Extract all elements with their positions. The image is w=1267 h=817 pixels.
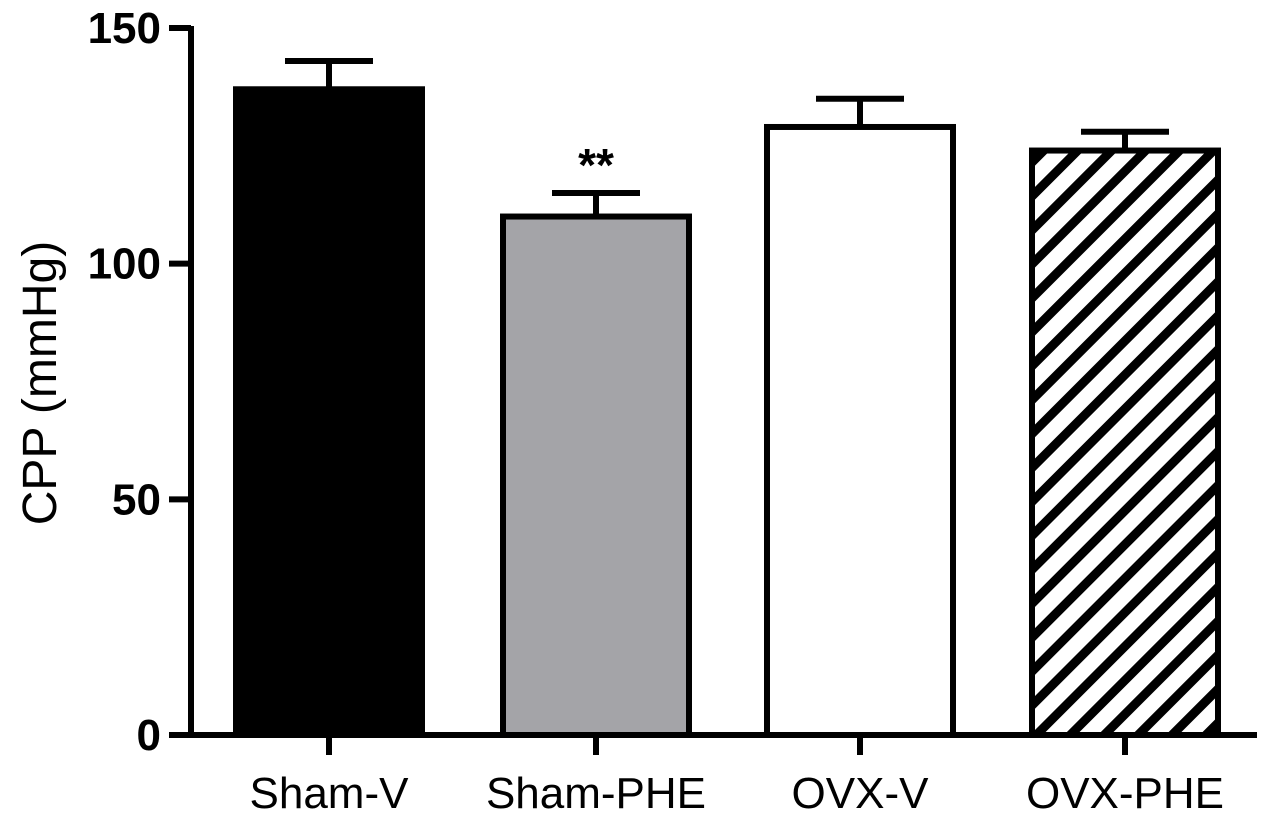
y-tick-label-0: 0	[137, 711, 161, 760]
x-tick-label-OVX-PHE: OVX-PHE	[1026, 769, 1224, 817]
y-axis-label: CPP (mmHg)	[14, 241, 67, 525]
x-axis: Sham-V Sham-PHE OVX-V OVX-PHE	[188, 732, 1257, 817]
y-tick-label-100: 100	[88, 240, 161, 289]
bar-Sham-V	[233, 86, 425, 739]
y-tick-label-150: 150	[88, 4, 161, 53]
bar-OVX-PHE	[1029, 147, 1221, 738]
bar-Sham-PHE	[500, 213, 692, 739]
x-tick-label-Sham-V: Sham-V	[250, 769, 410, 817]
x-tick-label-OVX-V: OVX-V	[792, 769, 930, 817]
y-tick-label-50: 50	[112, 475, 161, 524]
significance-Sham-PHE: **	[578, 139, 614, 191]
bar-OVX-V	[764, 123, 956, 739]
bars: **	[233, 57, 1221, 739]
x-tick-label-Sham-PHE: Sham-PHE	[486, 769, 706, 817]
y-axis: 0 50 100 150	[88, 4, 194, 760]
